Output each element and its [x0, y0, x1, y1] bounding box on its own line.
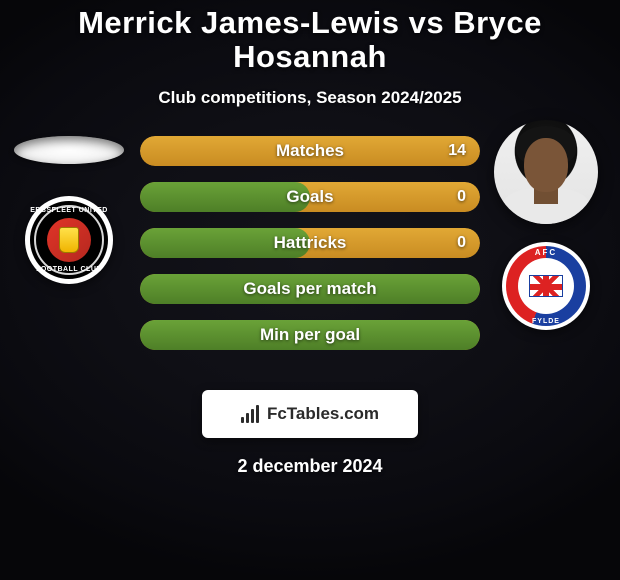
stat-label: Hattricks [140, 228, 480, 258]
player2-column: AFC FYLDE [486, 120, 606, 330]
stat-row: Hattricks0 [140, 228, 480, 258]
stat-value-right: 0 [443, 182, 480, 212]
bar-chart-icon [241, 405, 259, 423]
stat-row: Matches14 [140, 136, 480, 166]
watermark: FcTables.com [202, 390, 418, 438]
stat-row: Min per goal [140, 320, 480, 350]
stat-bars: Matches14Goals0Hattricks0Goals per match… [140, 136, 480, 350]
page-title: Merrick James-Lewis vs Bryce Hosannah [0, 0, 620, 74]
comparison-arena: EBBSFLEET UNITED FOOTBALL CLUB AFC FYLDE… [0, 136, 620, 376]
player2-club-text-top: AFC [502, 248, 590, 257]
subtitle: Club competitions, Season 2024/2025 [0, 88, 620, 108]
watermark-text: FcTables.com [267, 404, 379, 424]
player1-club-text-bot: FOOTBALL CLUB [30, 266, 108, 273]
player2-club-text-bot: FYLDE [502, 318, 590, 325]
stat-label: Goals [140, 182, 480, 212]
player2-club-badge: AFC FYLDE [502, 242, 590, 330]
stat-label: Goals per match [140, 274, 480, 304]
stat-row: Goals per match [140, 274, 480, 304]
stat-label: Matches [140, 136, 480, 166]
date-text: 2 december 2024 [0, 456, 620, 477]
player1-club-text-top: EBBSFLEET UNITED [30, 207, 108, 214]
player1-club-badge: EBBSFLEET UNITED FOOTBALL CLUB [25, 196, 113, 284]
stat-label: Min per goal [140, 320, 480, 350]
player1-avatar [14, 136, 124, 164]
stat-value-right: 0 [443, 228, 480, 258]
stat-row: Goals0 [140, 182, 480, 212]
stat-value-right: 14 [434, 136, 480, 166]
player1-column: EBBSFLEET UNITED FOOTBALL CLUB [4, 136, 134, 284]
player2-avatar [494, 120, 598, 224]
